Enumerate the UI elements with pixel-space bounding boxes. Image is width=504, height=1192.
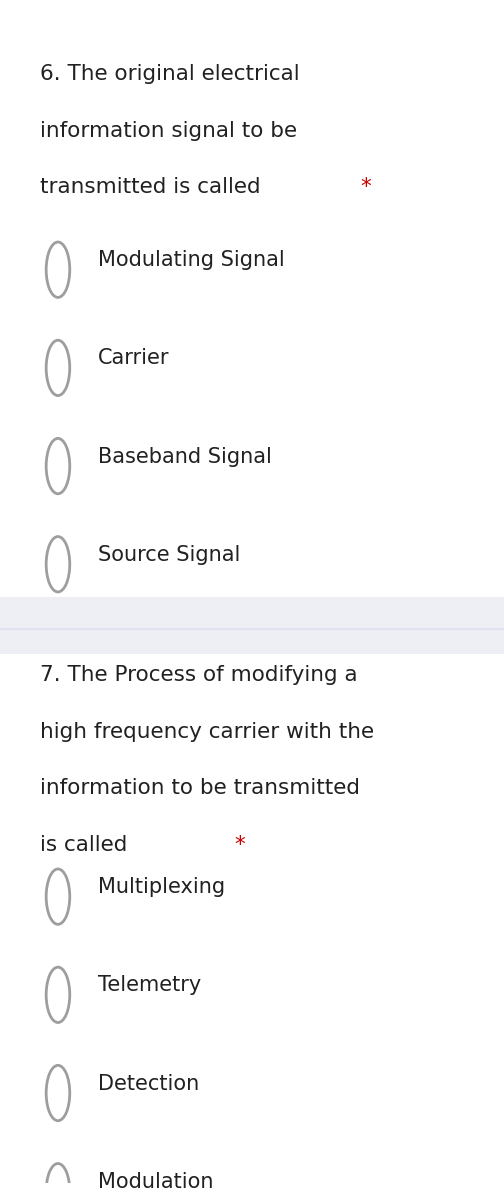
Text: Modulating Signal: Modulating Signal (98, 250, 285, 271)
Text: high frequency carrier with the: high frequency carrier with the (40, 721, 374, 741)
Text: transmitted is called: transmitted is called (40, 178, 268, 198)
Circle shape (46, 242, 70, 297)
Circle shape (46, 1163, 70, 1192)
Text: information to be transmitted: information to be transmitted (40, 778, 360, 799)
Text: Carrier: Carrier (98, 348, 170, 368)
Circle shape (46, 439, 70, 493)
Text: Multiplexing: Multiplexing (98, 877, 225, 898)
Text: Baseband Signal: Baseband Signal (98, 447, 272, 466)
Circle shape (46, 536, 70, 592)
Text: *: * (360, 178, 371, 198)
Circle shape (46, 340, 70, 396)
Text: Modulation: Modulation (98, 1172, 214, 1192)
Text: 7. The Process of modifying a: 7. The Process of modifying a (40, 665, 358, 684)
Text: Telemetry: Telemetry (98, 975, 202, 995)
Bar (0, 597, 504, 654)
Circle shape (46, 1066, 70, 1120)
Circle shape (46, 967, 70, 1023)
Text: information signal to be: information signal to be (40, 120, 297, 141)
Text: is called: is called (40, 836, 135, 855)
Text: Detection: Detection (98, 1074, 200, 1093)
Text: *: * (234, 836, 245, 855)
Circle shape (46, 869, 70, 924)
Text: 6. The original electrical: 6. The original electrical (40, 64, 300, 83)
Text: Source Signal: Source Signal (98, 545, 240, 565)
